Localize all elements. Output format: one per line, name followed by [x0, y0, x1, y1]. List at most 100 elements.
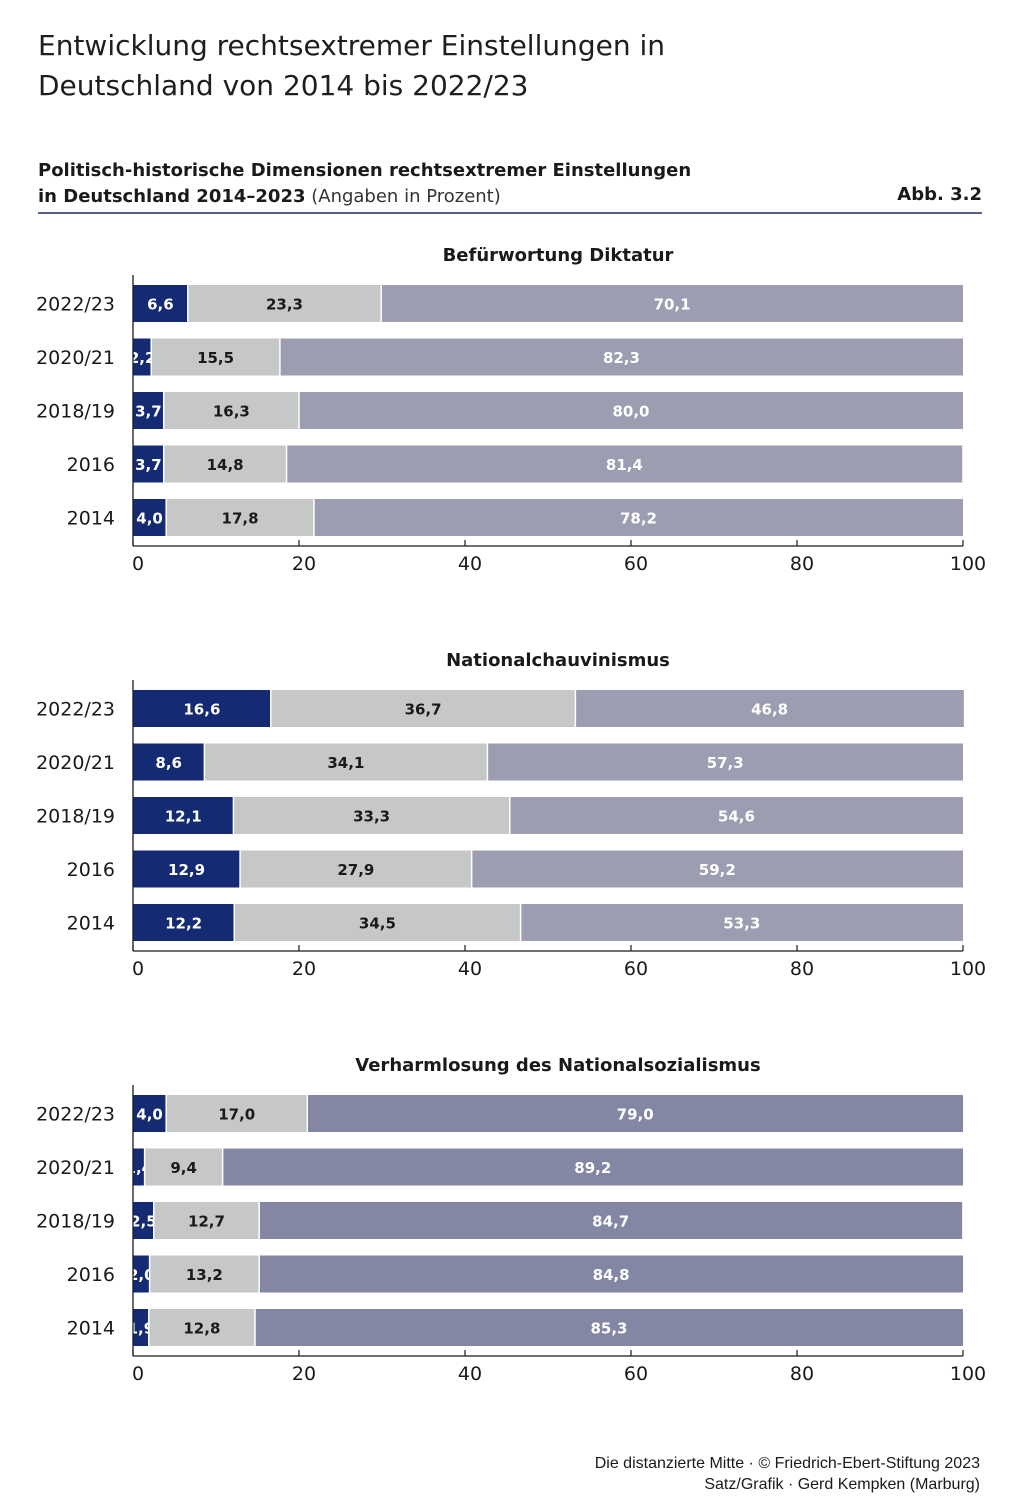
bar-zustimmung-2018-19 [133, 797, 234, 834]
bar-graubereich-2016 [240, 850, 472, 888]
data-label: 34,5 [359, 915, 396, 933]
bar-zustimmung-2014 [133, 1309, 149, 1346]
bar-zustimmung-2022-23 [133, 1095, 167, 1132]
data-label: 57,3 [707, 754, 744, 772]
x-tick-label: 100 [950, 553, 986, 575]
bar-zustimmung-2014 [133, 904, 235, 941]
bar-zustimmung-2022-23 [133, 285, 188, 322]
category-label: 2022/23 [36, 699, 115, 721]
data-label: 80,0 [612, 403, 649, 421]
x-tick-label: 80 [790, 958, 814, 980]
category-label: 2016 [67, 1264, 115, 1286]
data-label: 2,2 [129, 349, 156, 367]
bar-graubereich-2022-23 [187, 285, 382, 322]
bar-zustimmung-2016 [133, 445, 164, 483]
data-label: 70,1 [654, 296, 691, 314]
x-tick-label: 80 [790, 1363, 814, 1385]
bar-zustimmung-2020-21 [133, 1148, 145, 1186]
subtitle-unit-note: (Angaben in Prozent) [311, 186, 501, 207]
bar-graubereich-2020-21 [151, 338, 280, 376]
data-label: 79,0 [617, 1106, 654, 1124]
data-label: 23,3 [266, 296, 303, 314]
category-label: 2016 [67, 859, 115, 881]
data-label: 84,7 [592, 1213, 629, 1231]
chart-title: Befürwortung Diktatur [443, 245, 674, 266]
bar-zustimmung-2016 [133, 850, 241, 888]
bar-zustimmung-2016 [133, 1255, 150, 1293]
data-label: 17,8 [222, 510, 259, 528]
credit: Die distanzierte Mitte · © Friedrich-Ebe… [595, 1453, 980, 1495]
bar-zustimmung-2020-21 [133, 743, 205, 781]
category-label: 2018/19 [36, 401, 115, 423]
subtitle-line-1: Politisch-historische Dimensionen rechts… [38, 160, 692, 181]
data-label: 8,6 [155, 754, 182, 772]
page-title-line-2: Deutschland von 2014 bis 2022/23 [38, 69, 529, 102]
bar-ablehnung-2022-23 [307, 1095, 963, 1132]
x-tick-label: 40 [458, 553, 482, 575]
data-label: 3,7 [135, 456, 162, 474]
data-label: 17,0 [218, 1106, 255, 1124]
x-tick-label: 40 [458, 958, 482, 980]
x-tick-label: 0 [132, 1363, 144, 1385]
x-tick-label: 20 [292, 1363, 316, 1385]
bar-ablehnung-2018-19 [259, 1202, 963, 1239]
data-label: 3,7 [135, 403, 162, 421]
bar-zustimmung-2022-23 [133, 690, 271, 727]
data-label: 2,5 [130, 1213, 157, 1231]
bar-graubereich-2018-19 [163, 392, 299, 429]
header-divider [38, 212, 982, 214]
bar-ablehnung-2014 [520, 904, 963, 941]
category-label: 2018/19 [36, 806, 115, 828]
bar-zustimmung-2018-19 [133, 392, 164, 429]
category-label: 2016 [67, 454, 115, 476]
data-label: 12,2 [165, 915, 202, 933]
credit-line-2: Satz/Grafik · Gerd Kempken (Marburg) [704, 1476, 980, 1493]
bar-ablehnung-2018-19 [509, 797, 963, 834]
data-label: 27,9 [337, 861, 374, 879]
data-label: 81,4 [606, 456, 643, 474]
data-label: 1,9 [128, 1320, 155, 1338]
data-label: 89,2 [574, 1159, 611, 1177]
x-tick-label: 20 [292, 553, 316, 575]
data-label: 59,2 [699, 861, 736, 879]
bar-graubereich-2014 [148, 1309, 256, 1346]
bar-ablehnung-2022-23 [575, 690, 964, 727]
bar-graubereich-2014 [234, 904, 521, 941]
category-label: 2018/19 [36, 1211, 115, 1233]
category-label: 2022/23 [36, 294, 115, 316]
page-title-line-1: Entwicklung rechtsextremer Einstellungen… [38, 29, 666, 62]
data-label: 36,7 [405, 701, 442, 719]
category-label: 2014 [67, 913, 115, 935]
bar-ablehnung-2020-21 [279, 338, 963, 376]
data-label: 78,2 [620, 510, 657, 528]
x-tick-label: 100 [950, 958, 986, 980]
data-label: 33,3 [353, 808, 390, 826]
x-tick-label: 0 [132, 553, 144, 575]
subtitle-line-2: in Deutschland 2014–2023 [38, 186, 306, 207]
chart-befuerwortung-diktatur: Befürwortung Diktatur 2022/23 6,6 23,3 70,1 2… [36, 245, 986, 575]
bar-ablehnung-2014 [255, 1309, 963, 1346]
x-tick-label: 60 [624, 1363, 648, 1385]
bar-zustimmung-2014 [133, 499, 167, 536]
data-label: 12,7 [188, 1213, 225, 1231]
data-label: 12,1 [165, 808, 202, 826]
bar-ablehnung-2022-23 [381, 285, 963, 322]
bar-graubereich-2014 [166, 499, 314, 536]
data-label: 15,5 [197, 349, 234, 367]
bar-ablehnung-2020-21 [487, 743, 963, 781]
bar-graubereich-2018-19 [233, 797, 510, 834]
data-label: 6,6 [147, 296, 174, 314]
data-label: 53,3 [723, 915, 760, 933]
x-tick-label: 80 [790, 553, 814, 575]
bar-graubereich-2022-23 [270, 690, 576, 727]
bar-graubereich-2016 [163, 445, 287, 483]
data-label: 85,3 [590, 1320, 627, 1338]
bar-ablehnung-2016 [286, 445, 963, 483]
bar-ablehnung-2016 [259, 1255, 963, 1293]
chart-nationalchauvinismus: Nationalchauvinismus 2022/23 16,6 36,7 46,8 2… [36, 650, 986, 980]
data-label: 12,9 [168, 861, 205, 879]
data-label: 2,0 [128, 1266, 155, 1284]
data-label: 14,8 [207, 456, 244, 474]
bar-graubereich-2018-19 [153, 1202, 260, 1239]
bar-graubereich-2020-21 [204, 743, 488, 781]
